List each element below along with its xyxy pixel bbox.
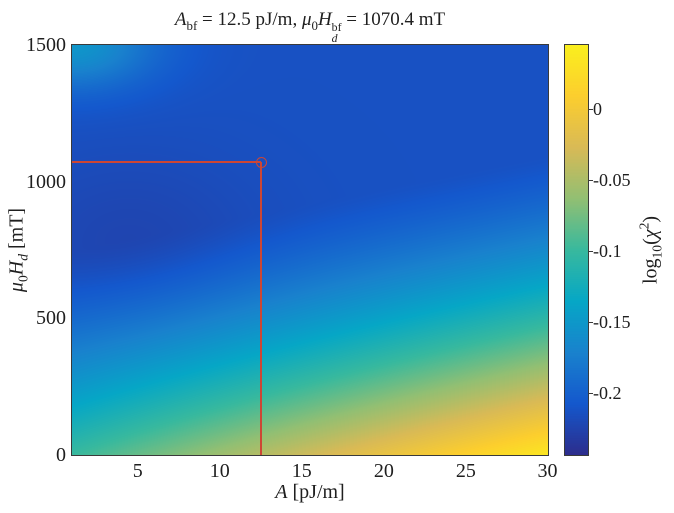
y-tick-0: 0	[56, 444, 66, 466]
colorbar-tick--01: -0.1	[593, 241, 622, 261]
y-tick-1500: 1500	[26, 34, 66, 56]
colorbar-tick-mark	[588, 180, 593, 181]
x-tick-15: 15	[291, 460, 312, 482]
y-tick-1000: 1000	[26, 171, 66, 193]
title-eq2: = 1070.4 mT	[341, 9, 446, 30]
title-var-H: H	[317, 9, 332, 30]
x-tick-30: 30	[537, 460, 558, 482]
axes-box	[71, 44, 549, 456]
colorbar-tick-mark	[588, 393, 593, 394]
bestfit-crosshair-vertical	[260, 162, 262, 455]
x-tick-25: 25	[455, 460, 476, 482]
plot-title: Abf = 12.5 pJ/m, μ0H bf d = 1070.4 mT	[174, 7, 446, 46]
x-tick-5: 5	[132, 460, 143, 482]
colorbar-tick--005: -0.05	[593, 170, 631, 190]
colorbar-tick--015: -0.15	[593, 312, 631, 332]
colorbar-tick-0: 0	[593, 99, 602, 119]
title-mu: μ	[301, 9, 312, 30]
title-H-supsub: bf d	[331, 20, 342, 46]
bestfit-marker-circle	[255, 156, 267, 168]
x-axis-label: A [pJ/m]	[275, 481, 345, 503]
title-eq1: = 12.5 pJ/m,	[197, 9, 302, 30]
x-tick-10: 10	[209, 460, 230, 482]
x-tick-20: 20	[373, 460, 394, 482]
colorbar-tick--02: -0.2	[593, 383, 622, 403]
colorbar-tick-mark	[588, 322, 593, 323]
y-axis-label: μ0Hd [mT]	[5, 207, 31, 293]
colorbar-canvas	[565, 45, 588, 455]
colorbar-axis-label: log10(χ2)	[636, 215, 665, 285]
bestfit-crosshair-horizontal	[72, 161, 261, 163]
colorbar-tick-mark	[588, 109, 593, 110]
y-tick-500: 500	[36, 307, 66, 329]
heatmap-canvas	[72, 45, 548, 455]
title-mu-sub: 0	[311, 17, 318, 33]
title-sub-bf: bf	[186, 17, 198, 33]
colorbar-tick-mark	[588, 251, 593, 252]
colorbar-box	[564, 44, 589, 456]
title-var-A: A	[174, 9, 187, 30]
